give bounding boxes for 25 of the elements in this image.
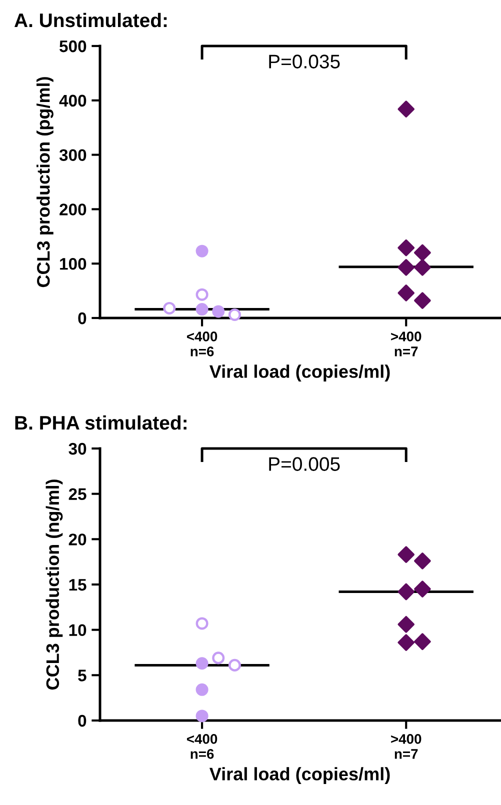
annotation: P=0.005 (269, 457, 340, 471)
y-tick-label: 300 (59, 149, 86, 162)
chart-title: A. Unstimulated: (14, 12, 167, 28)
annotation: P=0.035 (269, 54, 340, 68)
x-tick-label: <400 n=6 (186, 734, 218, 759)
y-tick-label: 500 (60, 40, 86, 52)
y-tick-label: 30 (68, 442, 86, 455)
y-tick-label: 15 (69, 579, 86, 591)
y-tick-label: 25 (68, 488, 86, 500)
x-tick-label: >400 n=7 (391, 332, 422, 356)
y-tick-label: 5 (78, 670, 86, 682)
chart-title: B. PHA stimulated: (15, 415, 186, 430)
x-axis-title: Viral load (copies/ml) (209, 767, 390, 784)
y-tick-label: 0 (78, 714, 86, 727)
y-tick-label: 400 (59, 94, 86, 107)
x-axis-title: Viral load (copies/ml) (209, 364, 390, 382)
y-axis-title: CCL3 production (ng/ml) (46, 480, 63, 690)
y-tick-label: 10 (69, 624, 86, 636)
y-tick-label: 200 (60, 204, 86, 216)
y-tick-label: 0 (78, 312, 86, 324)
y-axis-title: CCL3 production (pg/ml) (36, 77, 54, 288)
y-tick-label: 100 (60, 258, 86, 270)
y-tick-label: 20 (68, 534, 86, 546)
x-tick-label: <400 n=6 (186, 332, 218, 356)
x-tick-label: >400 n=7 (391, 734, 422, 759)
